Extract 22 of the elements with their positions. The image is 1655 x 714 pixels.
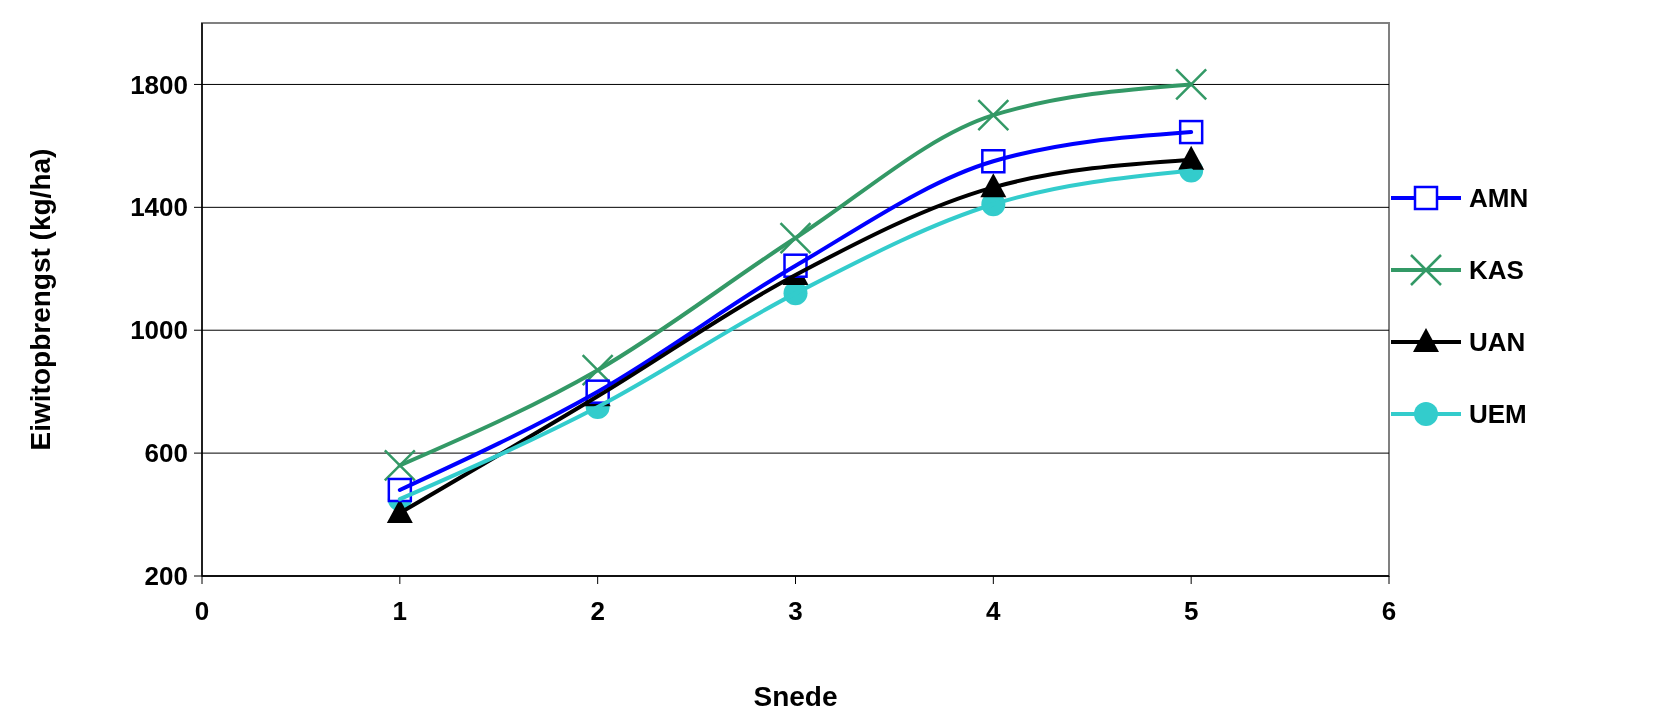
legend-label: KAS xyxy=(1469,255,1524,286)
x-tick-label: 4 xyxy=(986,596,1002,626)
x-tick-label: 3 xyxy=(788,596,803,626)
x-tick-label: 5 xyxy=(1183,596,1199,626)
y-tick-label: 1400 xyxy=(130,192,188,223)
y-tick-label: 600 xyxy=(144,438,188,469)
x-tick-label: 6 xyxy=(1381,596,1397,626)
y-tick-label: 1800 xyxy=(130,69,188,100)
x-axis-title: Snede xyxy=(753,681,838,712)
point xyxy=(383,449,417,482)
legend-label: UEM xyxy=(1469,399,1527,430)
x-tick-label: 0 xyxy=(194,596,210,626)
point xyxy=(977,98,1010,132)
x-tick-label: 1 xyxy=(392,596,408,626)
y-tick-label: 1000 xyxy=(130,315,188,346)
y-tick-label: 200 xyxy=(144,561,188,592)
legend-label: UAN xyxy=(1469,327,1526,358)
point xyxy=(779,221,812,255)
legend-label: AMN xyxy=(1469,183,1529,214)
x-tick-label: 2 xyxy=(590,596,605,626)
point xyxy=(1174,68,1208,101)
y-axis-title: Eiwitopbrengst (kg/ha) xyxy=(25,148,56,451)
